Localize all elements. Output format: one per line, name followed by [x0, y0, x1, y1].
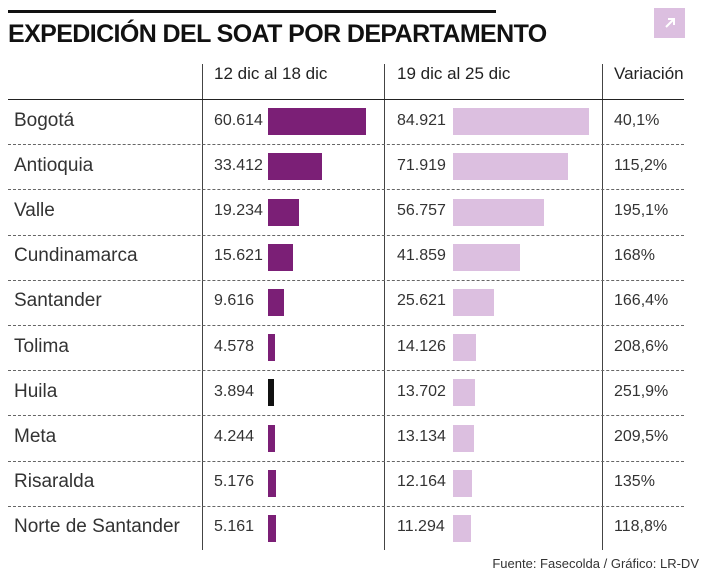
variation-label: 168%	[614, 247, 655, 265]
column-separator	[384, 64, 385, 550]
bar-period-1	[268, 514, 277, 542]
department-label: Antioquia	[14, 154, 94, 176]
column-header-variation: Variación	[614, 64, 684, 83]
column-header-period-1: 12 dic al 18 dic	[214, 64, 328, 83]
bar-period-2	[453, 379, 475, 407]
value-label-period-2: 13.134	[397, 428, 446, 445]
bar-period-1	[268, 243, 294, 271]
variation-label: 40,1%	[614, 111, 660, 129]
value-label-period-1: 9.616	[214, 292, 255, 310]
bar-period-1	[268, 424, 275, 452]
value-label-period-1: 4.578	[214, 337, 255, 355]
bar-period-2	[453, 334, 476, 362]
value-label-period-1: 33.412	[214, 156, 263, 174]
variation-label: 251,9%	[614, 382, 669, 400]
value-label-period-1: 15.621	[214, 247, 263, 265]
variation-label: 135%	[614, 473, 655, 491]
value-label-period-2: 41.859	[397, 247, 446, 265]
column-separator	[202, 64, 203, 550]
header-rule	[8, 99, 684, 100]
bar-period-2	[453, 153, 569, 181]
value-label-period-1: 4.244	[214, 428, 255, 445]
row-divider	[8, 279, 684, 281]
chart-title: EXPEDICIÓN DEL SOAT POR DEPARTAMENTO	[8, 20, 547, 48]
value-label-period-2: 71.919	[397, 156, 446, 174]
bar-period-1	[268, 334, 276, 362]
variation-label: 166,4%	[614, 292, 669, 310]
row-divider	[8, 325, 684, 326]
arrow-up-right-icon	[664, 18, 675, 28]
column-header-period-2: 19 dic al 25 dic	[397, 64, 511, 83]
row-divider	[8, 460, 684, 462]
bar-period-2	[453, 108, 589, 136]
bar-period-2	[453, 469, 473, 497]
bar-period-1	[268, 288, 284, 316]
bar-period-2	[453, 424, 475, 452]
bar-period-2	[453, 198, 544, 226]
title-rule	[8, 10, 496, 13]
department-label: Risaralda	[14, 471, 95, 493]
department-label: Santander	[14, 290, 102, 312]
value-label-period-2: 13.702	[397, 382, 446, 400]
variation-label: 208,6%	[614, 337, 669, 355]
value-label-period-1: 19.234	[214, 202, 263, 219]
variation-label: 209,5%	[614, 428, 669, 445]
value-label-period-2: 56.757	[397, 202, 446, 219]
row-divider	[8, 189, 684, 191]
variation-label: 118,8%	[614, 518, 668, 536]
department-label: Huila	[14, 380, 58, 402]
row-divider	[8, 144, 684, 146]
bar-period-1	[268, 379, 275, 407]
value-label-period-2: 25.621	[397, 292, 446, 310]
department-label: Meta	[14, 426, 57, 447]
department-label: Cundinamarca	[14, 245, 138, 267]
variation-label: 115,2%	[614, 156, 668, 174]
value-label-period-1: 3.894	[214, 382, 255, 400]
bar-period-2	[453, 243, 521, 271]
value-label-period-2: 11.294	[397, 518, 445, 536]
bar-period-1	[268, 108, 366, 136]
value-label-period-1: 5.176	[214, 473, 255, 491]
value-label-period-2: 12.164	[397, 473, 446, 491]
value-label-period-1: 5.161	[214, 518, 255, 536]
expand-button[interactable]	[654, 8, 685, 38]
value-label-period-2: 14.126	[397, 337, 446, 355]
row-divider	[8, 505, 684, 507]
value-label-period-2: 84.921	[397, 111, 446, 129]
bar-period-2	[453, 288, 495, 316]
department-label: Tolima	[14, 335, 69, 357]
variation-label: 195,1%	[614, 202, 669, 219]
bar-period-1	[268, 153, 323, 181]
bar-period-1	[268, 469, 277, 497]
bar-period-2	[453, 514, 472, 542]
row-divider	[8, 415, 684, 417]
row-divider	[8, 370, 684, 372]
bar-period-1	[268, 198, 300, 226]
value-label-period-1: 60.614	[214, 111, 263, 129]
department-label: Norte de Santander	[14, 516, 180, 538]
source-note: Fuente: Fasecolda / Gráfico: LR-DV	[492, 556, 699, 571]
department-label: Bogotá	[14, 109, 75, 131]
column-separator	[602, 64, 603, 550]
department-label: Valle	[14, 200, 55, 221]
row-divider	[8, 234, 684, 236]
